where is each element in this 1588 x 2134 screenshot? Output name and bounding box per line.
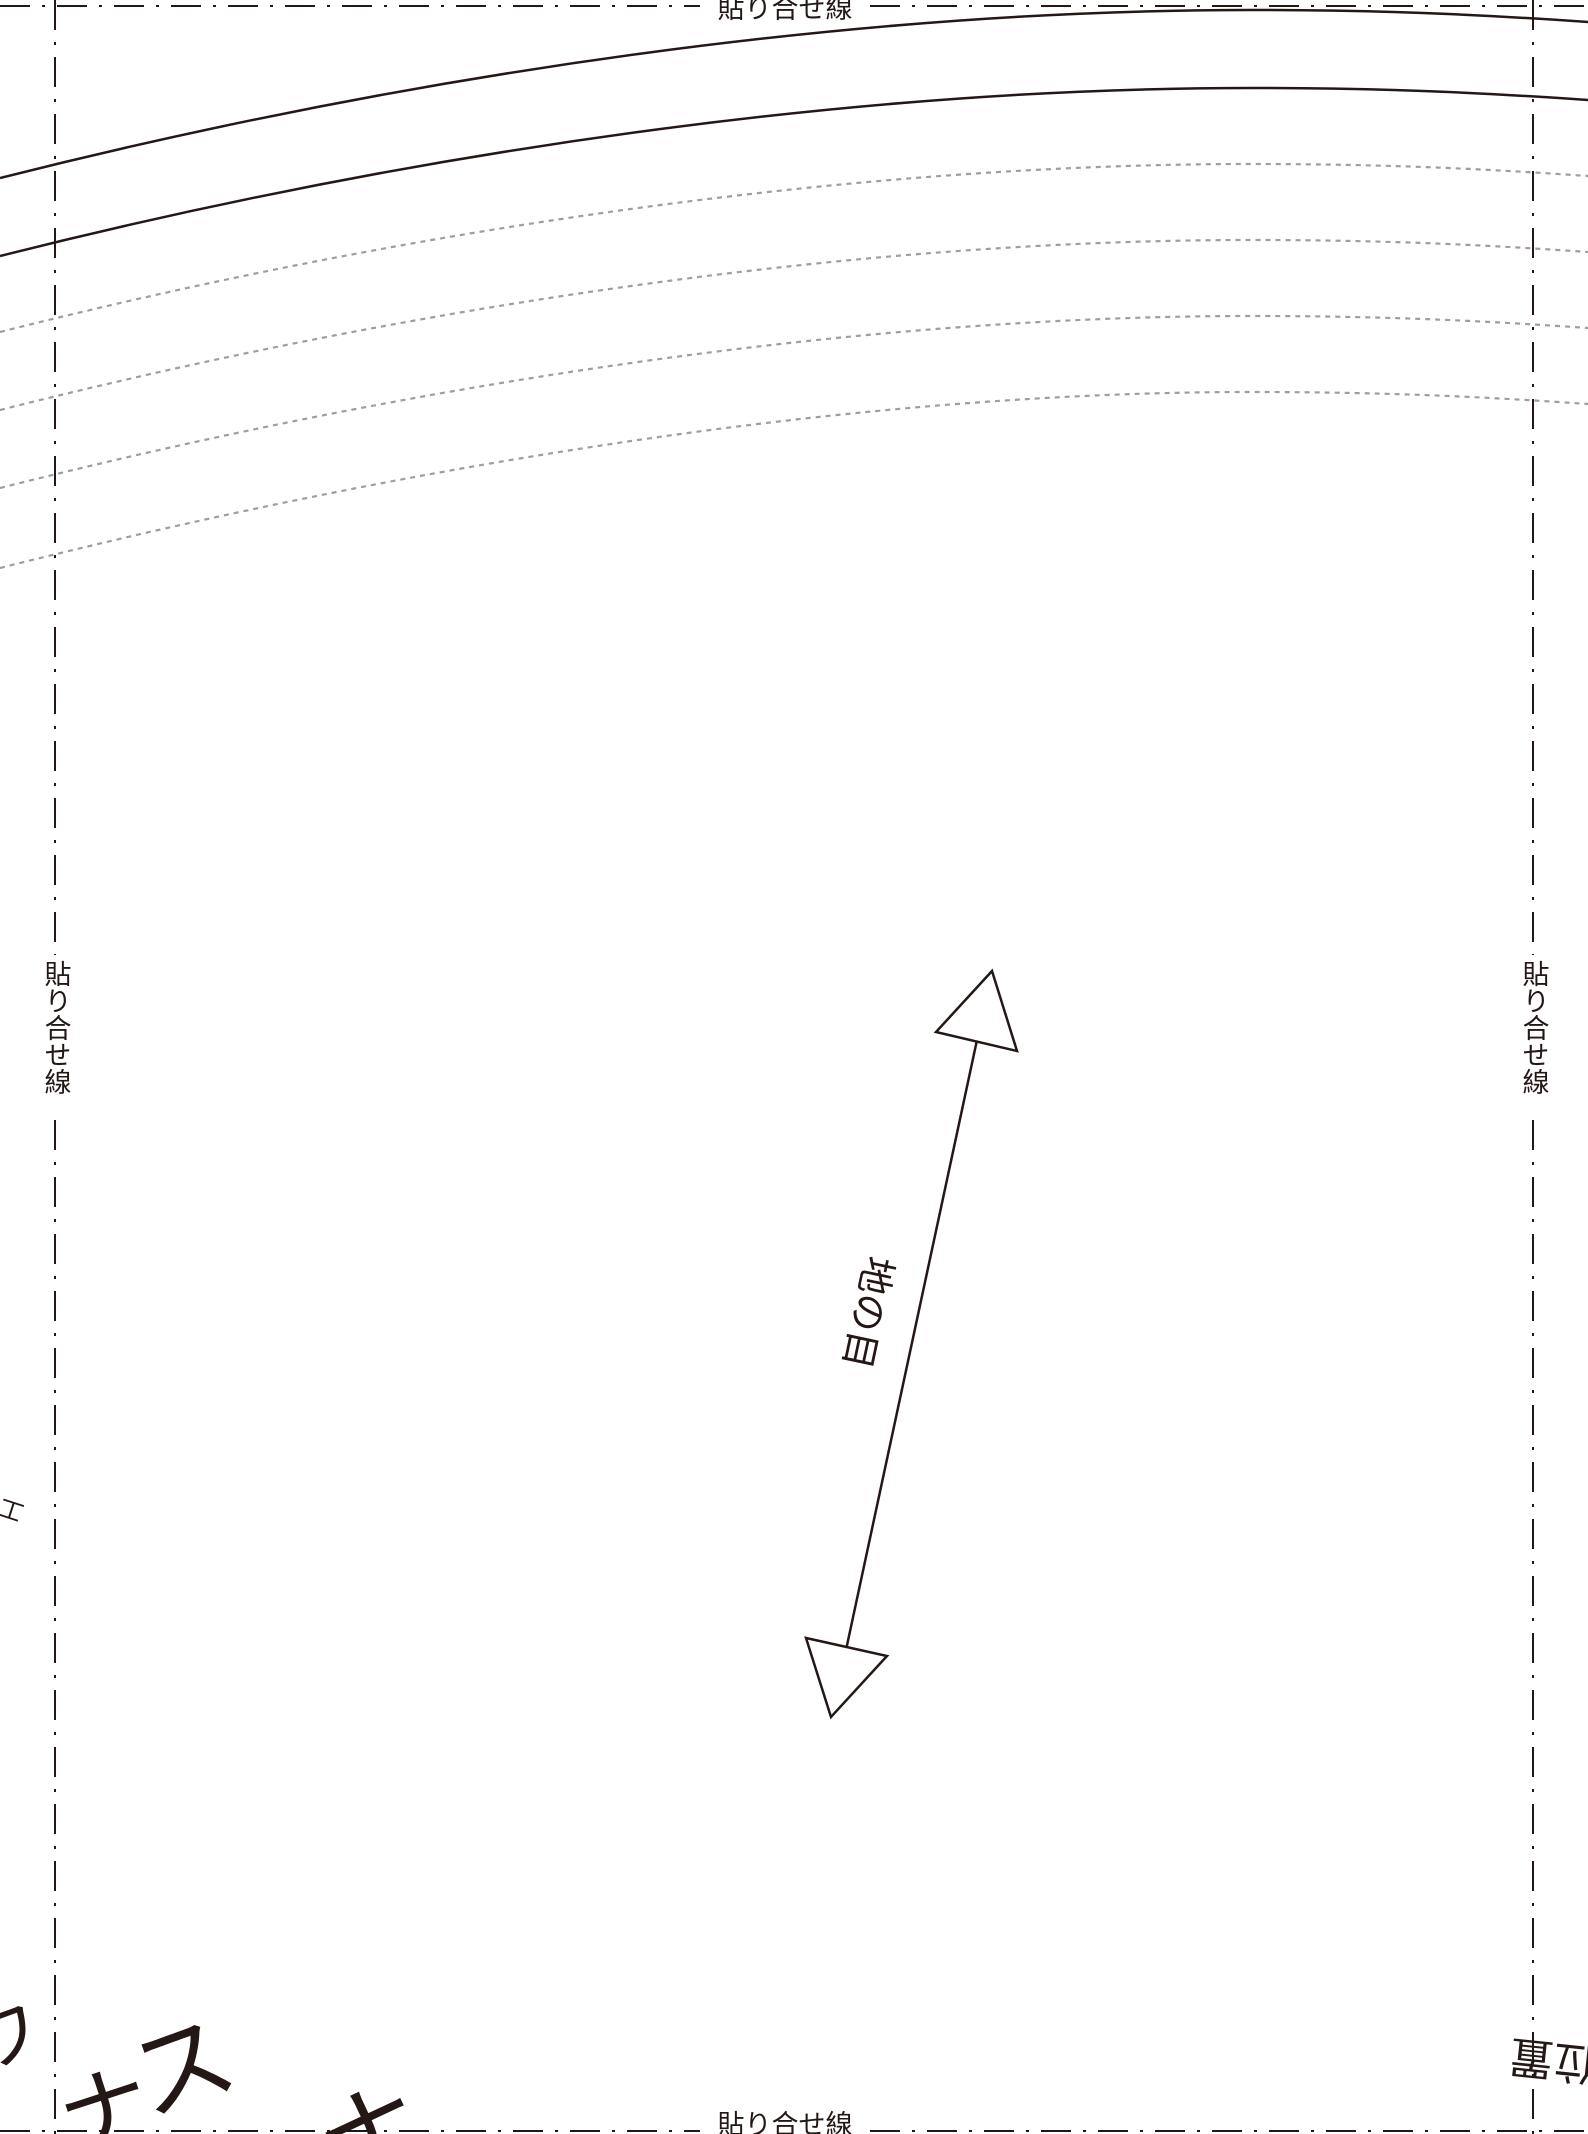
partial-bottom-label-2: ナ bbox=[300, 2060, 440, 2134]
seam-line-2 bbox=[0, 238, 1588, 412]
grain-label-text: 地の目 bbox=[834, 1252, 901, 1373]
glue-label-left: 貼り合せ線 bbox=[36, 958, 74, 1118]
seam-line-4 bbox=[0, 390, 1588, 570]
grain-arrow bbox=[804, 968, 1019, 1720]
partial-left-label: 工 bbox=[0, 1493, 27, 1527]
contour-line-2 bbox=[0, 86, 1588, 258]
glue-label-top-text: 貼り合せ線 bbox=[718, 0, 853, 25]
glue-label-right-text: 貼り合せ線 bbox=[1518, 960, 1550, 1095]
grain-label: 地の目 bbox=[834, 1252, 901, 1373]
glue-label-bottom-text: 貼り合せ線 bbox=[718, 2110, 853, 2134]
glue-label-top: 貼り合せ線 bbox=[705, 0, 865, 25]
seam-guides bbox=[0, 162, 1588, 570]
grain-arrow-head-top bbox=[933, 968, 1019, 1053]
partial-left-text: 工 bbox=[0, 1493, 27, 1527]
glue-label-bottom: 貼り合せ線 bbox=[705, 2110, 865, 2134]
seam-line-3 bbox=[0, 314, 1588, 490]
seam-line-1 bbox=[0, 162, 1588, 334]
grain-arrow-head-bottom bbox=[804, 1636, 890, 1720]
glue-label-right: 貼り合せ線 bbox=[1514, 958, 1552, 1118]
partial-bottom-label-4: ワ bbox=[0, 1987, 53, 2088]
partial-position-label: 位置 bbox=[1507, 2029, 1588, 2089]
pattern-contours bbox=[0, 8, 1588, 258]
glue-label-left-text: 貼り合せ線 bbox=[40, 960, 72, 1095]
partial-bottom-text-4: ワ bbox=[0, 1987, 53, 2088]
contour-line-1 bbox=[0, 8, 1588, 180]
partial-position-text: 位置 bbox=[1507, 2029, 1588, 2089]
grain-arrow-shaft bbox=[844, 1039, 979, 1651]
partial-bottom-text-2: ナ bbox=[300, 2060, 440, 2134]
